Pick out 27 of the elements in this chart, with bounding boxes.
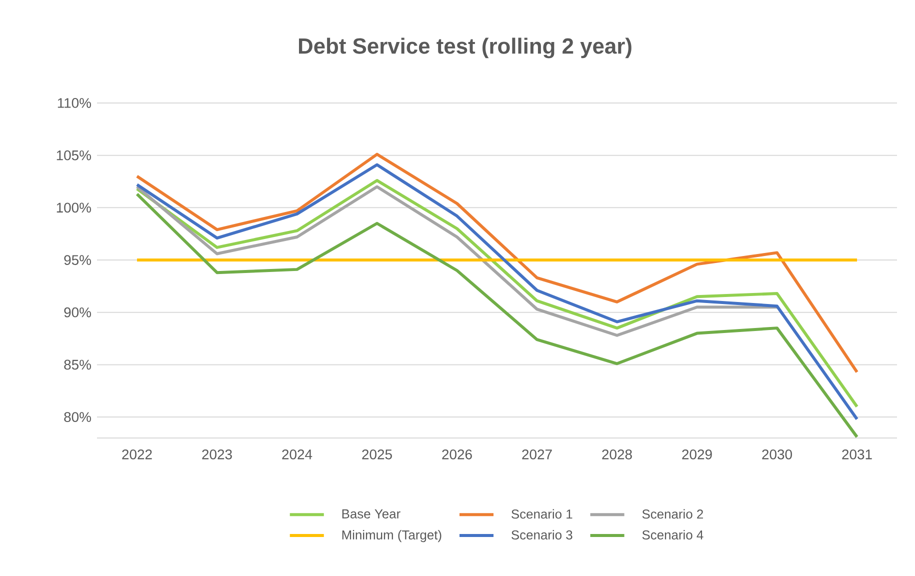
x-tick-label: 2025 [362,449,392,460]
x-tick-label: 2029 [682,449,712,460]
legend-label: Scenario 2 [642,509,703,519]
y-tick-label: 80% [64,412,91,422]
legend-label: Minimum (Target) [342,530,442,542]
x-tick-label: 2031 [842,449,872,460]
x-tick-label: 2024 [282,449,312,460]
legend-label: Scenario 4 [642,530,704,540]
y-tick-label: 100% [56,202,91,213]
line-series [136,185,778,337]
line-series [136,152,858,374]
y-tick-label: 95% [64,255,91,265]
legend-label: Base Year [342,509,400,518]
y-tick-label: 85% [64,360,91,370]
x-tick-label: 2027 [522,449,552,460]
x-tick-label: 2030 [762,449,792,460]
x-tick-label: 2028 [602,449,632,460]
x-tick-label: 2022 [122,449,152,460]
line-series [136,192,858,438]
x-tick-label: 2026 [442,449,472,460]
x-tick-label: 2023 [202,449,232,460]
y-tick-label: 105% [56,150,91,160]
legend-label: Scenario 3 [512,530,572,540]
y-tick-label: 90% [64,307,91,318]
y-tick-label: 110% [58,98,91,108]
legend-label: Scenario 1 [512,509,572,519]
chart-title: Debt Service test (rolling 2 year) [298,38,632,58]
